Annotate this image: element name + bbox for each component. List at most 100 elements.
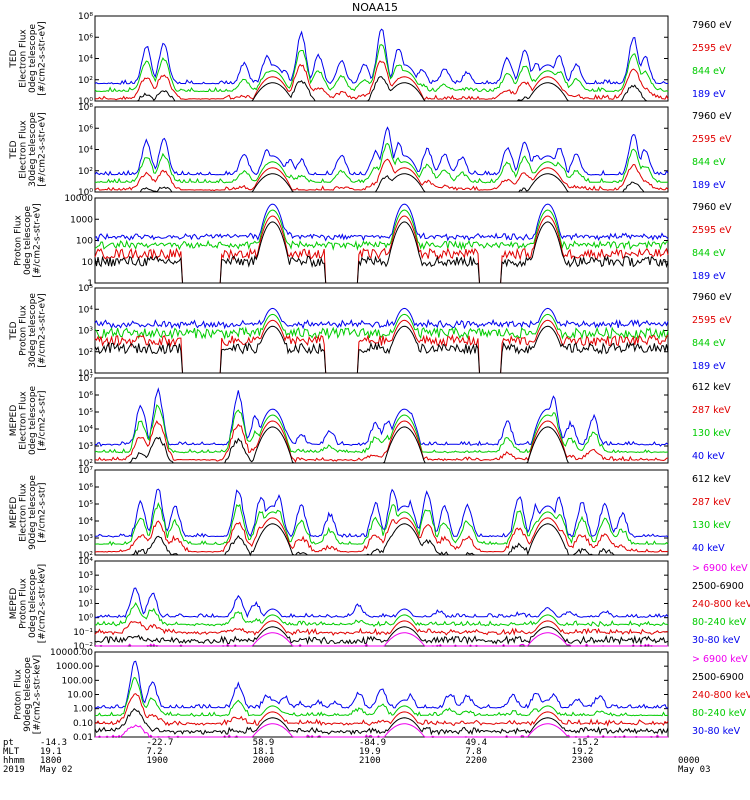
legend-entry: 7960 eV	[692, 111, 732, 122]
y-tick-label: 10⁴	[78, 517, 93, 527]
x-tick-label: 49.4	[465, 738, 487, 748]
y-tick-label: 10⁴	[78, 146, 93, 156]
y-axis-label: 0deg telescope	[28, 569, 38, 639]
x-tick-label: -15.2	[572, 738, 599, 748]
legend-entry: 612 keV	[692, 382, 731, 393]
y-tick-label: 10⁶	[78, 391, 93, 401]
y-tick-label: 10⁷	[78, 374, 93, 384]
y-axis-label: TED	[9, 49, 19, 68]
y-tick-label: 10⁴	[78, 425, 93, 435]
series-line	[94, 626, 669, 646]
y-axis-label: Proton Flux	[18, 305, 28, 356]
y-tick-label: 1.00	[73, 705, 93, 715]
y-tick-label: 10⁵	[78, 284, 93, 294]
y-tick-label: 1000	[70, 215, 93, 225]
y-axis-label: 90deg telescope	[28, 475, 38, 550]
y-axis-label: TED	[9, 140, 19, 159]
legend-entry: 240-800 keV	[692, 599, 750, 610]
series-line	[94, 693, 669, 727]
series-line	[94, 501, 669, 547]
series-line	[94, 676, 669, 717]
y-tick-label: 10²	[78, 348, 93, 358]
y-tick-label: 10³	[78, 442, 93, 452]
x-tick-label: 1800	[40, 756, 62, 766]
legend-entry: 2595 eV	[692, 134, 732, 145]
legend-entry: 80-240 keV	[692, 708, 747, 719]
series-line	[94, 602, 669, 628]
y-tick-label: 100	[76, 237, 93, 247]
series-line	[94, 126, 669, 176]
x-tick-label: 19.2	[572, 747, 594, 757]
series-line	[95, 426, 668, 464]
y-tick-label: 100.00	[62, 676, 94, 686]
y-axis-label: 0deg telescope	[23, 206, 33, 276]
y-axis-label: Electron Flux	[18, 29, 28, 88]
series-line	[94, 307, 669, 330]
y-tick-label: 10³	[78, 534, 93, 544]
y-axis-label: [#/cm2-s-str-eV]	[37, 112, 47, 187]
series-line	[94, 142, 669, 184]
x-tick-label: 1900	[146, 756, 168, 766]
x-row-label: pt	[3, 738, 14, 748]
panel-4: 10¹ 10² 10³ 10⁴ 10⁵ TED Proton Flux 30deg teles…	[9, 284, 732, 379]
legend-entry: 7960 eV	[692, 292, 732, 303]
y-axis-label: Proton Flux	[14, 215, 24, 266]
legend-entry: 80-240 keV	[692, 617, 747, 628]
series-line	[94, 587, 669, 619]
legend-entry: > 6900 keV	[692, 563, 748, 574]
y-axis-label: TED	[9, 321, 19, 340]
x-row-label: 2019	[3, 765, 25, 775]
legend-entry: 2595 eV	[692, 43, 732, 54]
legend-entry: 130 keV	[692, 520, 731, 531]
y-tick-label: 10³	[78, 327, 93, 337]
x-tick-label: 2000	[253, 756, 275, 766]
x-tick-label: May 03	[678, 765, 711, 775]
y-tick-label: 10⁴	[78, 55, 93, 65]
series-line	[94, 420, 669, 463]
y-axis-label: [#/cm2-s-str]	[37, 390, 47, 450]
x-tick-label: 0000	[678, 756, 700, 766]
y-tick-label: 10000.00	[50, 648, 93, 658]
y-tick-label: 10³	[78, 571, 93, 581]
y-axis-label: 0deg telescope	[28, 24, 38, 94]
panel-3: 1 10 100 1000 10000 Proton Flux 0deg telescope…	[14, 194, 733, 289]
plot-frame	[94, 287, 669, 374]
y-tick-label: 10⁰	[78, 614, 93, 624]
y-tick-label: 10000	[64, 194, 93, 204]
y-tick-label: 10⁶	[78, 124, 93, 134]
x-tick-label: 18.1	[253, 747, 275, 757]
series-line	[95, 173, 668, 193]
series-line	[94, 209, 669, 251]
y-tick-label: 10⁸	[78, 103, 93, 113]
series-line	[94, 404, 669, 454]
legend-entry: 240-800 keV	[692, 690, 750, 701]
series-line	[94, 387, 669, 447]
series-line	[94, 632, 668, 647]
y-tick-label: 10⁷	[78, 466, 93, 476]
y-tick-label: 10⁻²	[73, 642, 93, 652]
y-tick-label: 10⁰	[78, 97, 93, 107]
y-axis-label: 0deg telescope	[28, 386, 38, 456]
y-tick-label: 10	[82, 258, 94, 268]
x-tick-label: -22.7	[146, 738, 173, 748]
y-tick-label: 10⁶	[78, 33, 93, 43]
panel-7: 10⁻² 10⁻¹ 10⁰ 10¹ 10² 10³ 10⁴ MEPED Proton Flux 0…	[9, 557, 750, 652]
y-axis-label: 30deg telescope	[28, 112, 38, 187]
y-tick-label: 10⁸	[78, 12, 93, 22]
series-line	[94, 44, 669, 93]
y-tick-label: 10⁴	[78, 557, 93, 567]
legend-entry: 7960 eV	[692, 202, 732, 213]
y-axis-label: [#/cm2-s-str-eV]	[37, 293, 47, 368]
legend-entry: 130 keV	[692, 428, 731, 439]
y-axis-label: MEPED	[9, 405, 19, 437]
series-line	[94, 517, 669, 553]
y-axis-label: [#/cm2-s-str-keV]	[37, 564, 47, 643]
y-tick-label: 10¹	[78, 369, 93, 379]
y-axis-label: Proton Flux	[18, 578, 28, 629]
panel-2: 10⁰ 10² 10⁴ 10⁶ 10⁸ TED Electron Flux 30deg tel…	[9, 103, 732, 198]
legend-entry: 844 eV	[692, 66, 726, 77]
series-line	[94, 660, 669, 710]
y-tick-label: 0.10	[73, 719, 93, 729]
legend-entry: 7960 eV	[692, 20, 732, 31]
series-line	[94, 221, 669, 284]
